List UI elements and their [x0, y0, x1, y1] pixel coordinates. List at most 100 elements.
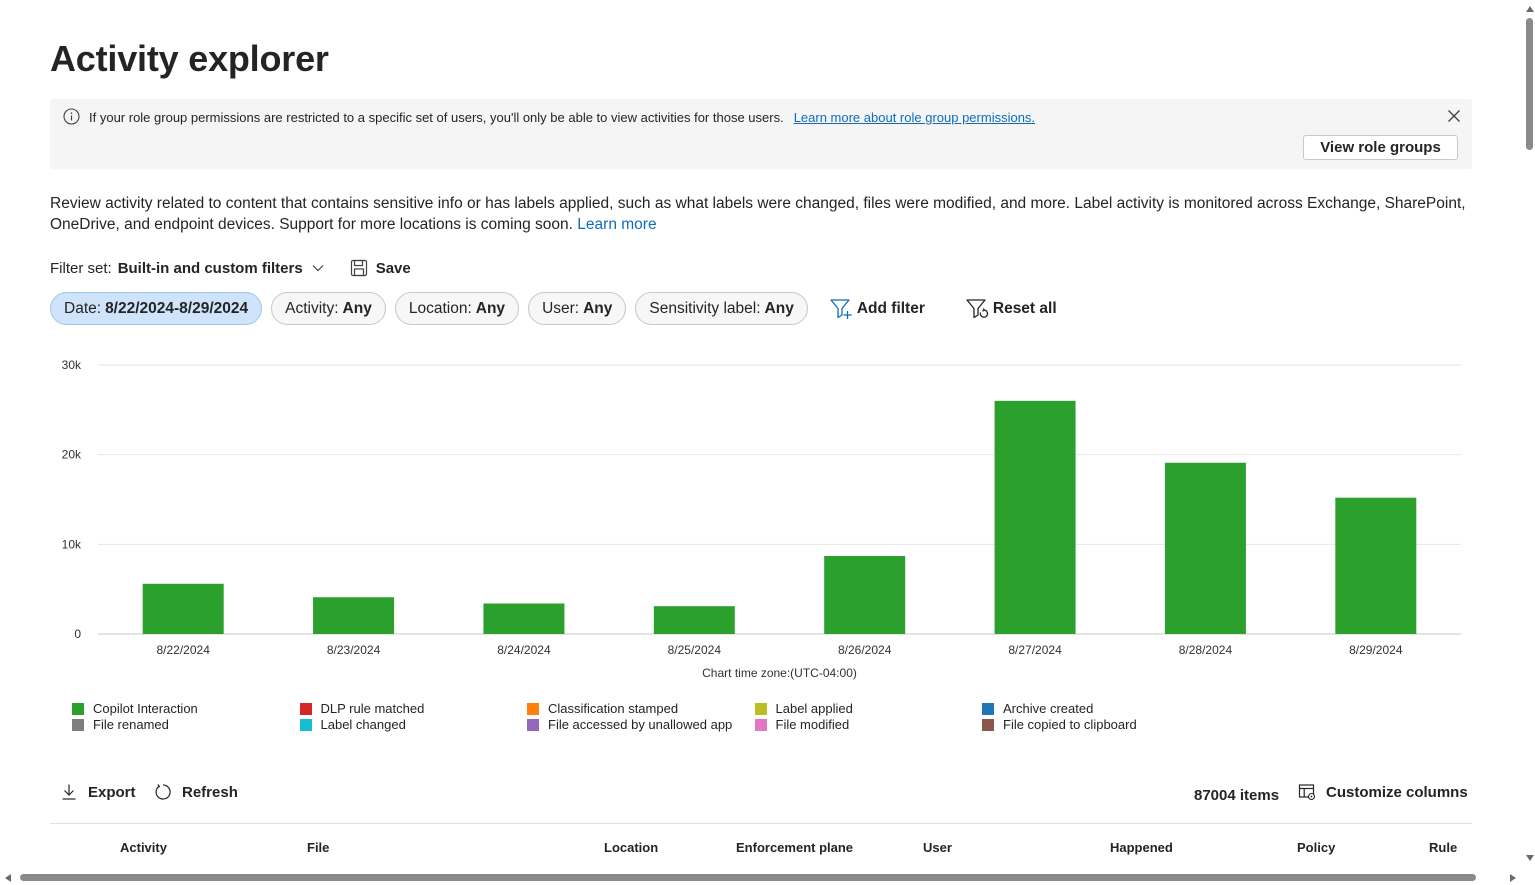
- toolbar-divider: [50, 823, 1472, 824]
- chip-value: Any: [342, 299, 372, 317]
- legend-item[interactable]: Archive created: [982, 701, 1093, 716]
- table-toolbar: Export Refresh 87004 items Customize col…: [50, 783, 1472, 809]
- add-filter-button[interactable]: Add filter: [829, 297, 925, 321]
- close-icon[interactable]: [1446, 108, 1462, 124]
- legend-item[interactable]: Copilot Interaction: [72, 701, 198, 716]
- x-tick-label: 8/22/2024: [156, 643, 210, 657]
- refresh-label: Refresh: [182, 783, 238, 801]
- y-tick-label: 10k: [62, 537, 82, 551]
- sensitivity-label-filter-chip[interactable]: Sensitivity label: Any: [635, 292, 808, 325]
- chip-value: Any: [475, 299, 506, 317]
- legend-item[interactable]: File modified: [754, 717, 850, 732]
- chip-label: Sensitivity label:: [649, 299, 761, 317]
- horizontal-scrollbar[interactable]: [0, 870, 1524, 885]
- export-button[interactable]: Export: [60, 783, 136, 801]
- legend-swatch: [754, 718, 767, 731]
- legend-label: File renamed: [93, 717, 169, 732]
- filter-set-value[interactable]: Built-in and custom filters: [117, 259, 303, 277]
- customize-columns-button[interactable]: Customize columns: [1298, 783, 1468, 801]
- legend-label: File modified: [775, 717, 850, 732]
- user-filter-chip[interactable]: User: Any: [528, 292, 627, 325]
- column-header-happened[interactable]: Happened: [1110, 840, 1173, 855]
- legend-swatch: [299, 702, 312, 715]
- y-tick-label: 20k: [62, 448, 82, 462]
- scroll-up-icon[interactable]: [1526, 6, 1534, 12]
- x-tick-label: 8/24/2024: [497, 643, 551, 657]
- legend-item[interactable]: Label changed: [299, 717, 406, 732]
- legend-swatch: [72, 718, 84, 731]
- legend-label: Classification stamped: [548, 701, 679, 716]
- filter-set-label: Filter set:: [50, 259, 112, 277]
- save-label: Save: [375, 259, 411, 277]
- vertical-scrollbar[interactable]: [1524, 0, 1535, 870]
- filter-set: Filter set: Built-in and custom filters …: [50, 256, 411, 280]
- bar-8-23-2024: [313, 597, 395, 634]
- learn-more-link[interactable]: Learn more: [577, 216, 657, 233]
- chip-value: 8/22/2024-8/29/2024: [105, 299, 249, 317]
- legend-swatch: [982, 718, 994, 731]
- legend-label: Label applied: [775, 701, 853, 716]
- column-header-location[interactable]: Location: [604, 840, 659, 855]
- chevron-down-icon[interactable]: [311, 261, 325, 275]
- view-role-groups-button[interactable]: View role groups: [1303, 135, 1458, 160]
- role-group-permissions-link[interactable]: Learn more about role group permissions.: [793, 110, 1036, 125]
- column-header-user[interactable]: User: [923, 840, 952, 855]
- x-tick-label: 8/26/2024: [838, 643, 892, 657]
- legend-label: Archive created: [1003, 701, 1094, 716]
- download-icon: [62, 784, 76, 800]
- legend-label: File copied to clipboard: [1003, 717, 1137, 732]
- scroll-right-icon[interactable]: [1510, 874, 1516, 882]
- legend-item[interactable]: DLP rule matched: [299, 701, 424, 716]
- page-description: Review activity related to content that …: [50, 193, 1470, 235]
- reset-filter-icon: [966, 298, 989, 318]
- bar-8-29-2024: [1335, 497, 1417, 634]
- location-filter-chip[interactable]: Location: Any: [394, 292, 520, 325]
- export-label: Export: [88, 783, 136, 801]
- x-tick-label: 8/25/2024: [668, 643, 722, 657]
- banner-message: If your role group permissions are restr…: [89, 110, 1035, 125]
- legend-item[interactable]: File copied to clipboard: [982, 717, 1137, 732]
- vertical-scroll-thumb[interactable]: [1526, 18, 1533, 150]
- bar-8-27-2024: [994, 400, 1076, 634]
- customize-columns-label: Customize columns: [1326, 783, 1468, 801]
- column-header-enforcement-plane[interactable]: Enforcement plane: [736, 840, 854, 855]
- column-header-file[interactable]: File: [307, 840, 330, 855]
- filter-chips: Date: 8/22/2024-8/29/2024 Activity: Any Lo…: [50, 292, 1085, 325]
- column-header-rule[interactable]: Rule: [1429, 840, 1458, 855]
- add-filter-label: Add filter: [856, 299, 925, 317]
- x-tick-label: 8/27/2024: [1008, 643, 1062, 657]
- permissions-banner: If your role group permissions are restr…: [50, 99, 1472, 169]
- bar-8-24-2024: [483, 603, 565, 634]
- save-button[interactable]: Save: [350, 259, 411, 277]
- chip-value: Any: [583, 299, 613, 317]
- legend-item[interactable]: Label applied: [754, 701, 853, 716]
- refresh-button[interactable]: Refresh: [154, 783, 238, 801]
- legend-swatch: [72, 702, 84, 715]
- chart-legend: Copilot Interaction File renamed DLP rule …: [72, 701, 1472, 735]
- legend-label: Copilot Interaction: [93, 701, 198, 716]
- banner-text: If your role group permissions are restr…: [89, 110, 784, 125]
- y-tick-label: 0: [74, 627, 81, 641]
- activity-filter-chip[interactable]: Activity: Any: [271, 292, 386, 325]
- legend-swatch: [299, 718, 312, 731]
- x-axis-label: Chart time zone:(UTC-04:00): [702, 666, 857, 680]
- scroll-left-icon[interactable]: [5, 874, 11, 882]
- date-filter-chip[interactable]: Date: 8/22/2024-8/29/2024: [50, 292, 263, 325]
- y-tick-label: 30k: [62, 358, 82, 372]
- x-tick-label: 8/23/2024: [327, 643, 381, 657]
- column-header-activity[interactable]: Activity: [120, 840, 167, 855]
- chip-label: User:: [542, 299, 580, 317]
- legend-item[interactable]: File renamed: [72, 717, 169, 732]
- chip-label: Date:: [64, 299, 102, 317]
- legend-item[interactable]: File accessed by unallowed app: [527, 717, 732, 732]
- legend-swatch: [527, 718, 539, 731]
- horizontal-scroll-thumb[interactable]: [20, 874, 1476, 881]
- table-header: Activity File Location Enforcement plane…: [50, 838, 1472, 860]
- legend-item[interactable]: Classification stamped: [527, 701, 678, 716]
- scroll-down-icon[interactable]: [1526, 855, 1534, 861]
- column-header-policy[interactable]: Policy: [1297, 840, 1336, 855]
- reset-all-button[interactable]: Reset all: [965, 297, 1057, 321]
- chip-label: Location:: [408, 299, 472, 317]
- save-icon: [350, 259, 367, 277]
- legend-swatch: [754, 702, 767, 715]
